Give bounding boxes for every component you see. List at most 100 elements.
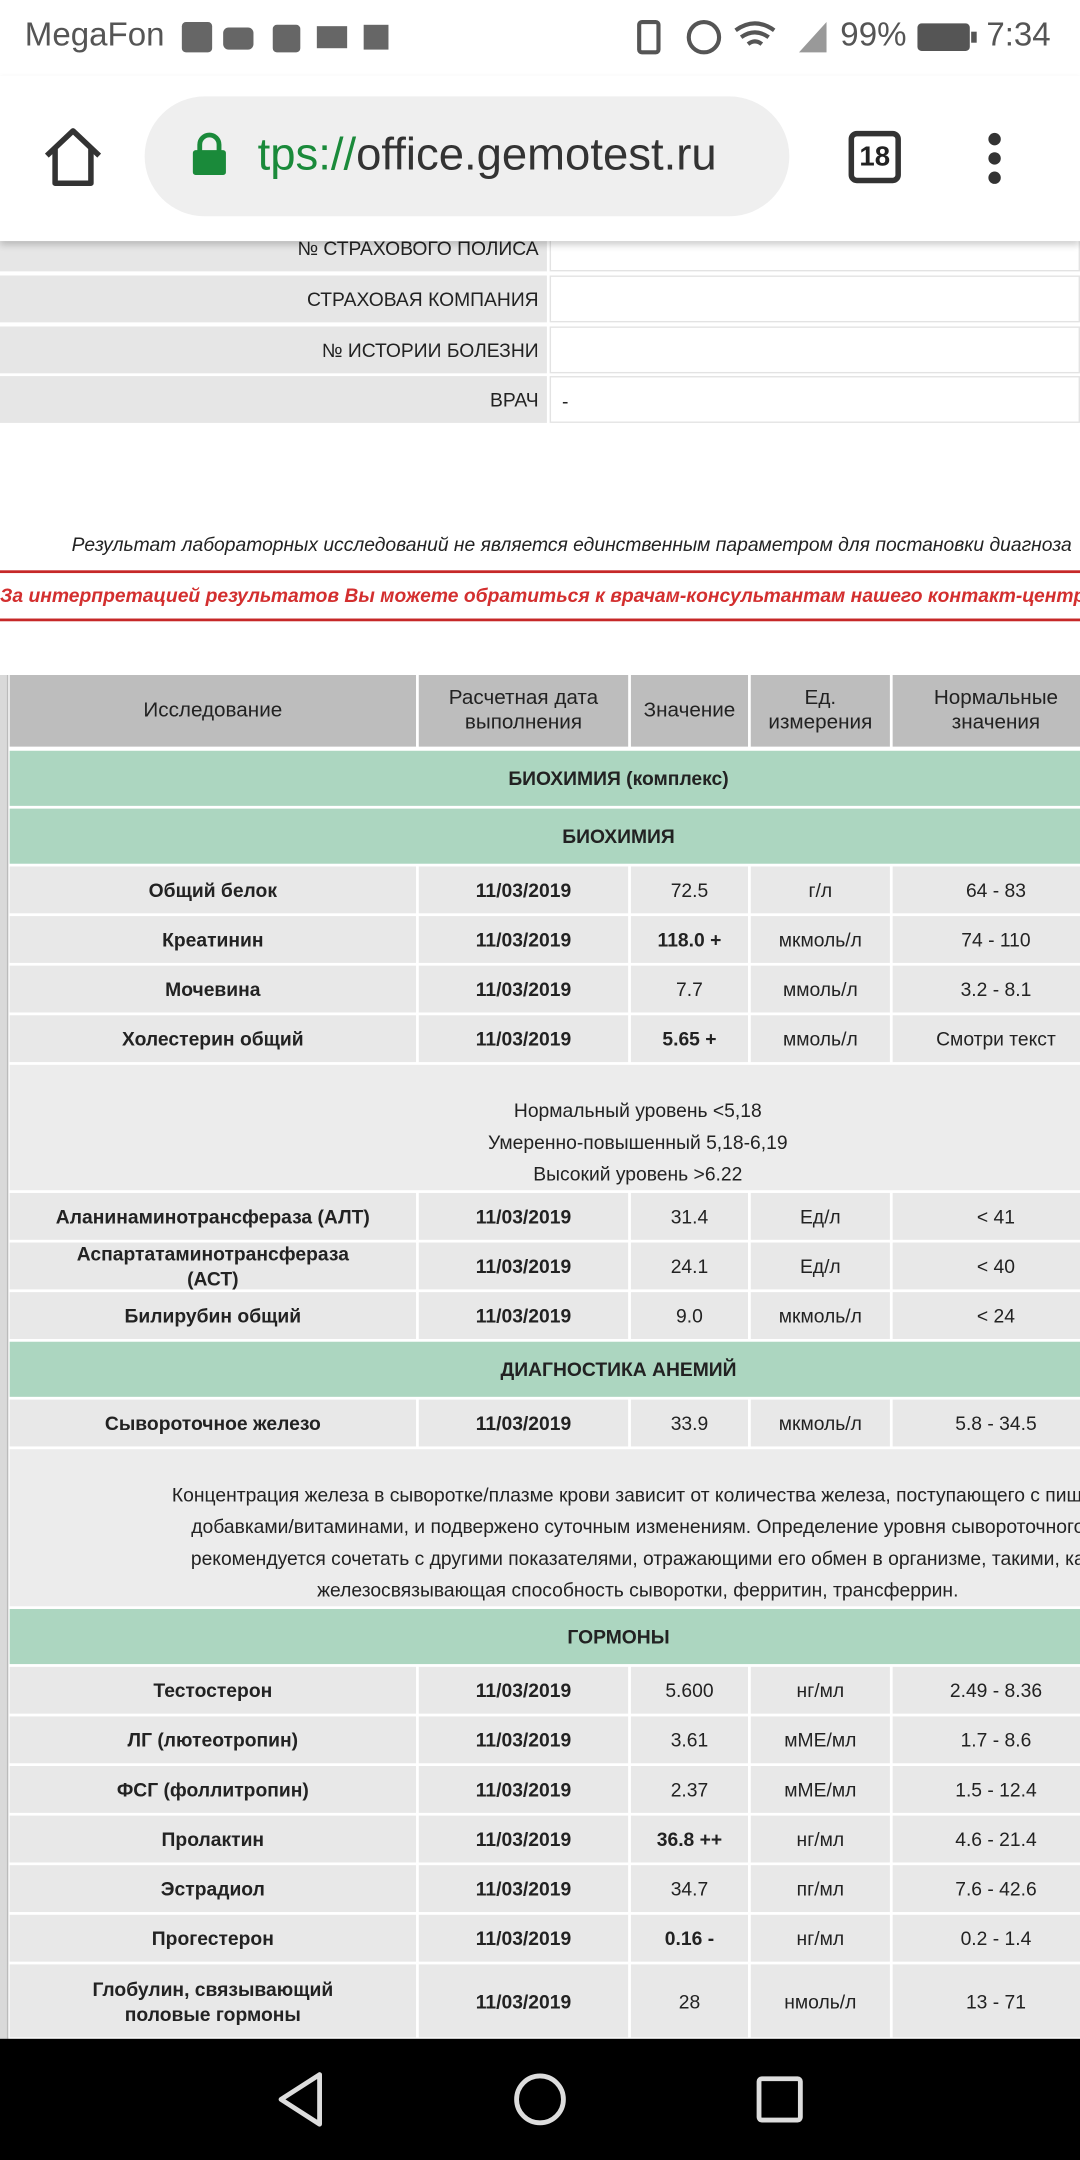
- cell-name: Аланинаминотрансфераза (АЛТ): [9, 1192, 417, 1240]
- note-line: железосвязывающая способность сыворотки,…: [317, 1578, 959, 1601]
- cell-norm: 1.7 - 8.6: [892, 1716, 1080, 1764]
- cell-date: 11/03/2019: [418, 1964, 629, 2038]
- cell-name: Мочевина: [9, 965, 417, 1013]
- url: tps://office.gemotest.ru: [258, 128, 717, 180]
- cell-date: 11/03/2019: [418, 965, 629, 1013]
- cell-date: 11/03/2019: [418, 916, 629, 963]
- battery-percent: 99%: [840, 16, 907, 54]
- url-scheme: tps://: [257, 128, 357, 180]
- cell-norm: 64 - 83: [892, 866, 1080, 914]
- cell-value: 72.5: [630, 866, 749, 914]
- cell-name: Креатинин: [9, 916, 417, 963]
- cell-unit: мМЕ/мл: [750, 1716, 890, 1764]
- url-host: office.gemotest.ru: [356, 128, 717, 180]
- info-value: [549, 326, 1080, 374]
- cell-norm: Смотри текст: [892, 1015, 1080, 1063]
- cell-value: 5.65 +: [630, 1015, 749, 1063]
- info-label: СТРАХОВАЯ КОМПАНИЯ: [0, 275, 547, 323]
- cell-value: 3.61: [630, 1716, 749, 1764]
- cell-value: 31.4: [630, 1192, 749, 1240]
- cell-date: 11/03/2019: [418, 1815, 629, 1863]
- column-header: Нормальные значения: [892, 675, 1080, 747]
- section-header: БИОХИМИЯ (комплекс): [9, 750, 1080, 806]
- cell-unit: Ед/л: [750, 1192, 890, 1240]
- cell-date: 11/03/2019: [418, 1015, 629, 1063]
- cell-unit: мкмоль/л: [750, 1399, 890, 1447]
- battery-icon: [917, 23, 977, 51]
- cell-date: 11/03/2019: [418, 1914, 629, 1962]
- cell-norm: 4.6 - 21.4: [892, 1815, 1080, 1863]
- cell-value: 33.9: [630, 1399, 749, 1447]
- note-line: Концентрация железа в сыворотке/плазме к…: [171, 1483, 1080, 1506]
- column-header: Расчетная дата выполнения: [418, 675, 629, 747]
- notice-box: [0, 570, 1080, 622]
- status-icons: [181, 22, 389, 53]
- cell-value: 7.7: [630, 965, 749, 1013]
- clock: 7:34: [986, 16, 1051, 54]
- cell-name: ЛГ (лютеотропин): [9, 1716, 417, 1764]
- cell-name: Сывороточное железо: [9, 1399, 417, 1447]
- nav-buttons[interactable]: [0, 2039, 1080, 2160]
- cell-unit: Ед/л: [750, 1242, 890, 1290]
- cell-value: 24.1: [630, 1242, 749, 1290]
- cell-norm: 74 - 110: [892, 916, 1080, 963]
- cell-value: 118.0 +: [630, 916, 749, 963]
- cell-name: Холестерин общий: [9, 1015, 417, 1063]
- cell-norm: < 24: [892, 1292, 1080, 1339]
- cell-date: 11/03/2019: [418, 1242, 629, 1290]
- cell-name: Билирубин общий: [9, 1292, 417, 1339]
- cell-value: 9.0: [630, 1292, 749, 1339]
- note-line: рекомендуется сочетать с другими показат…: [190, 1546, 1080, 1570]
- disclaimer: Результат лабораторных исследований не я…: [71, 533, 1072, 556]
- cell-norm: 1.5 - 12.4: [892, 1766, 1080, 1813]
- cell-value: 5.600: [630, 1666, 749, 1714]
- address-bar[interactable]: tps://office.gemotest.ru: [144, 96, 790, 217]
- cell-norm: < 40: [892, 1242, 1080, 1290]
- browser-toolbar: tps://office.gemotest.ru 18: [0, 75, 1080, 242]
- note-line: Высокий уровень >6.22: [533, 1162, 743, 1185]
- web-content: № СТРАХОВОГО ПОЛИСА СТРАХОВАЯ КОМПАНИЯ № И…: [0, 224, 1080, 2096]
- cell-date: 11/03/2019: [418, 1716, 629, 1764]
- lock-icon: [192, 132, 226, 175]
- cell-unit: мМЕ/мл: [750, 1766, 890, 1813]
- cell-value: 34.7: [630, 1865, 749, 1913]
- cell-date: 11/03/2019: [418, 1865, 629, 1913]
- cell-date: 11/03/2019: [418, 1292, 629, 1339]
- section-header: ГОРМОНЫ: [9, 1608, 1080, 1665]
- notice: За интерпретацией результатов Вы можете …: [0, 584, 1080, 607]
- cell-norm: < 41: [892, 1192, 1080, 1240]
- cell-unit: ммоль/л: [750, 1015, 890, 1063]
- cell-name: Аспартатаминотрансфераза (АСТ): [9, 1242, 417, 1290]
- cell-value: 2.37: [630, 1766, 749, 1813]
- cell-unit: нмоль/л: [750, 1964, 890, 2038]
- cell-norm: 2.49 - 8.36: [892, 1666, 1080, 1714]
- section-header: ДИАГНОСТИКА АНЕМИЙ: [9, 1341, 1080, 1397]
- cell-norm: 0.2 - 1.4: [892, 1914, 1080, 1962]
- cell-date: 11/03/2019: [418, 1192, 629, 1240]
- cell-value: 0.16 -: [630, 1914, 749, 1962]
- note-line: Нормальный уровень <5,18: [513, 1099, 762, 1122]
- note-line: Умеренно-повышенный 5,18-6,19: [488, 1130, 788, 1154]
- cell-unit: мкмоль/л: [750, 916, 890, 963]
- column-header: Исследование: [9, 675, 417, 747]
- cell-value: 36.8 ++: [630, 1815, 749, 1863]
- cell-norm: 13 - 71: [892, 1964, 1080, 2038]
- cell-name: Общий белок: [9, 866, 417, 914]
- cell-norm: 7.6 - 42.6: [892, 1865, 1080, 1913]
- cell-name: Глобулин, связывающий половые гормоны: [9, 1964, 417, 2038]
- cell-norm: 5.8 - 34.5: [892, 1399, 1080, 1447]
- cell-date: 11/03/2019: [418, 866, 629, 914]
- table-left-strip: [0, 675, 9, 2039]
- cell-unit: ммоль/л: [750, 965, 890, 1013]
- cell-name: Пролактин: [9, 1815, 417, 1863]
- info-value: -: [549, 376, 1080, 423]
- carrier: MegaFon: [24, 16, 165, 54]
- note-row: [9, 1449, 1080, 1607]
- tab-count[interactable]: 18: [848, 130, 901, 184]
- home-button[interactable]: [41, 125, 104, 188]
- menu-button[interactable]: [984, 131, 1006, 189]
- column-header: Ед. измерения: [750, 675, 890, 747]
- navigation-bar: [0, 2038, 1080, 2160]
